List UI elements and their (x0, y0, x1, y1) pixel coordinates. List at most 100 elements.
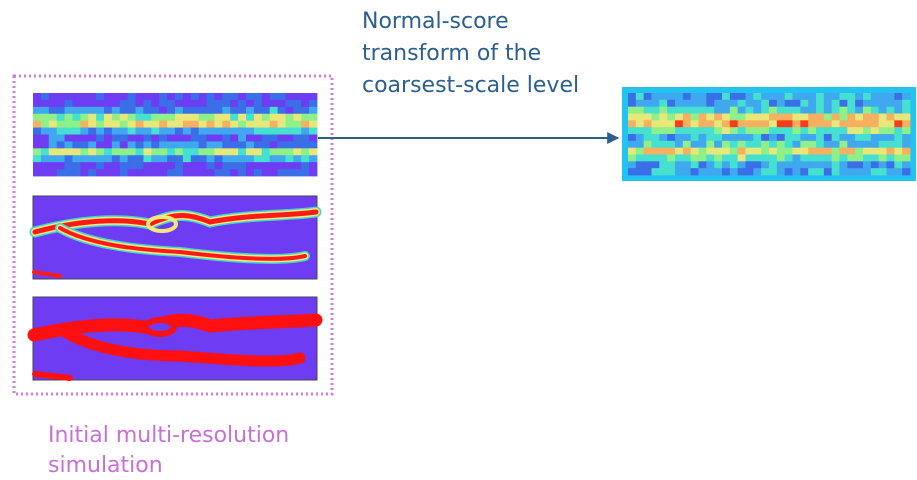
pixel (159, 93, 168, 101)
pixel (839, 168, 848, 176)
pixel (230, 134, 239, 142)
pixel (769, 140, 778, 149)
pixel (847, 168, 856, 176)
pixel (878, 120, 887, 128)
pixel (96, 155, 105, 163)
pixel (870, 93, 880, 101)
pixel (72, 99, 81, 108)
pixel (277, 134, 286, 142)
pixel (88, 141, 97, 149)
pixel (277, 120, 286, 128)
pixel (635, 161, 645, 169)
pixel (628, 106, 637, 114)
pixel (863, 140, 872, 149)
pixel (246, 99, 255, 108)
pixel (88, 148, 97, 156)
pixel (886, 99, 895, 108)
pixel (143, 106, 152, 115)
pixel (690, 168, 699, 176)
pixel (230, 162, 239, 170)
pixel (222, 155, 231, 163)
pixel (206, 93, 215, 101)
pixel (127, 141, 136, 149)
pixel (753, 106, 762, 114)
pixel (831, 106, 840, 114)
pixel (847, 127, 856, 135)
pixel (690, 93, 699, 101)
pixel (753, 154, 762, 162)
pixel (143, 93, 152, 101)
pixel (64, 141, 73, 149)
transformed-panel (628, 93, 911, 176)
pixel (659, 134, 668, 142)
pixel (643, 147, 652, 155)
pixel (222, 148, 231, 156)
pixel (159, 120, 168, 128)
pixel (808, 147, 817, 155)
pixel (675, 93, 684, 101)
pixel (135, 155, 144, 163)
pixel (651, 134, 660, 142)
annotation-line: Normal-score (362, 9, 509, 34)
pixel (698, 168, 707, 176)
pixel (729, 93, 739, 101)
pixel (309, 155, 318, 163)
pixel (56, 93, 65, 101)
pixel (167, 99, 176, 108)
pixel (722, 113, 731, 121)
pixel (182, 148, 192, 156)
pixel (816, 127, 825, 135)
pixel (870, 106, 880, 114)
pixel (729, 134, 739, 142)
pixel (737, 161, 746, 169)
pixel (33, 148, 42, 156)
pixel (714, 154, 723, 162)
pixel (643, 168, 652, 176)
pixel (222, 106, 231, 115)
pixel (894, 99, 903, 108)
pixel (675, 154, 684, 162)
pixel (119, 155, 129, 163)
pixel (64, 148, 73, 156)
pixel (870, 168, 880, 176)
pixel (206, 113, 215, 122)
pixel (143, 113, 152, 122)
pixel (761, 113, 770, 121)
pixel (667, 127, 676, 135)
pixel (135, 99, 144, 108)
pixel (847, 147, 856, 155)
pixel (745, 127, 754, 135)
pixel (309, 148, 318, 156)
pixel (230, 155, 239, 163)
pixel (737, 113, 746, 121)
pixel (167, 127, 176, 135)
pixel (64, 134, 73, 142)
pixel (722, 161, 731, 169)
pixel (80, 106, 89, 115)
pixel (651, 113, 660, 121)
pixel (253, 169, 263, 177)
pixel (878, 154, 887, 162)
pixel (277, 169, 286, 177)
pixel (753, 99, 762, 108)
pixel (238, 134, 247, 142)
pixel (682, 99, 692, 108)
pixel (761, 93, 770, 101)
pixel (643, 127, 652, 135)
pixel (143, 120, 152, 128)
pixel (894, 140, 903, 149)
pixel (175, 120, 184, 128)
pixel (143, 127, 152, 135)
pixel (88, 120, 97, 128)
pixel (253, 155, 263, 163)
pixel (722, 168, 731, 176)
pixel (863, 99, 872, 108)
pixel (722, 154, 731, 162)
pixel (675, 120, 684, 128)
pixel (667, 106, 676, 114)
pixel (870, 154, 880, 162)
pixel (222, 99, 231, 108)
pixel (104, 155, 113, 163)
pixel (643, 120, 652, 128)
pixel (870, 140, 880, 149)
